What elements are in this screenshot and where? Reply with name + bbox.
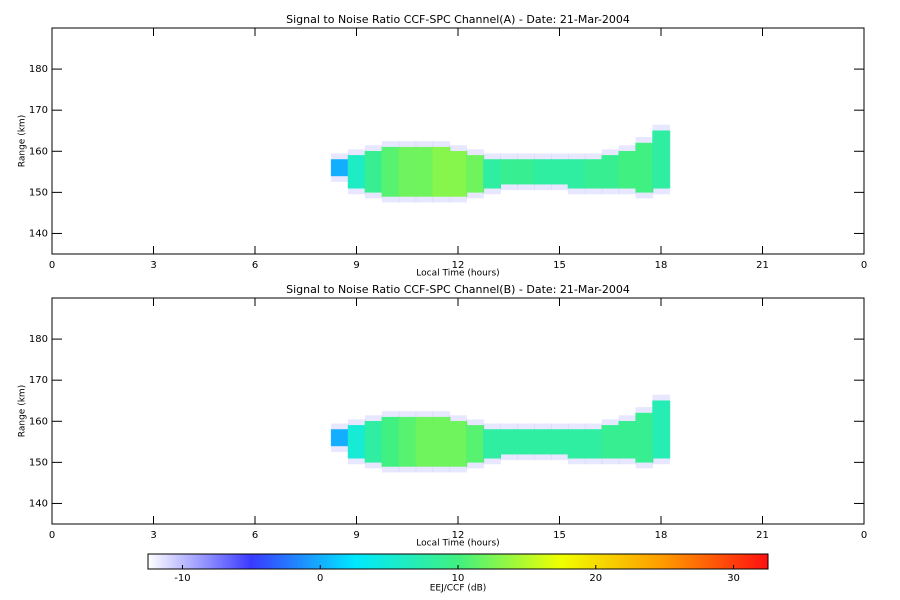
x-tick-label: 21 [756,260,769,271]
y-tick-label: 140 [29,498,48,509]
y-axis-label: Range (km) [18,385,28,437]
y-tick-label: 170 [29,105,48,116]
echo-cell [381,146,400,197]
echo-cell [381,416,400,467]
plot-frame [51,297,865,525]
echo-cell [466,425,485,463]
echo-cell [347,425,366,459]
echo-cell [635,142,654,193]
x-tick-label: 9 [353,530,359,541]
y-tick-label: 140 [29,228,48,239]
y-axis-label: Range (km) [18,115,28,167]
echo-cell [618,421,637,459]
x-tick-label: 15 [553,530,566,541]
echo-cell [533,429,552,455]
chart-title: Signal to Noise Ratio CCF-SPC Channel(B)… [286,283,630,296]
echo-cell [652,130,671,189]
echo-cell [449,151,468,197]
y-tick-label: 170 [29,375,48,386]
chart-title: Signal to Noise Ratio CCF-SPC Channel(A)… [286,13,630,26]
x-tick-label: 0 [861,260,867,271]
echo-cell [483,429,502,459]
x-tick-label: 12 [452,260,465,271]
x-tick-label: 6 [252,530,258,541]
x-axis-label: Local Time (hours) [416,539,499,549]
echo-cell [584,159,603,189]
echo-cell [330,429,349,447]
y-tick-label: 180 [29,64,48,75]
plot-frame [51,27,865,255]
x-axis-label: Local Time (hours) [416,269,499,279]
echo-cell [601,155,620,189]
x-tick-label: 15 [553,260,566,271]
echo-cell [567,429,586,459]
x-tick-label: 0 [861,530,867,541]
echo-cell [500,159,518,185]
x-tick-label: 18 [655,530,668,541]
y-tick-label: 180 [29,334,48,345]
echo-cell [601,425,620,459]
echo-cell [432,146,451,197]
echo-cell [652,400,671,459]
echo-cell [618,151,637,189]
y-tick-label: 150 [29,187,48,198]
echo-cell [516,429,535,455]
colorbar-tick-label: -10 [174,573,190,584]
x-tick-label: 3 [150,260,156,271]
colorbar-tick-label: 30 [727,573,740,584]
y-tick-label: 160 [29,146,48,157]
echo-cell [364,151,383,193]
echo-cell [398,146,417,197]
echo-cell [364,421,383,463]
echo-cell [483,159,502,189]
echo-cell [415,416,434,467]
colorbar-tick-label: 10 [452,573,465,584]
x-tick-label: 12 [452,530,465,541]
echo-cell [584,429,603,459]
echo-cell [330,159,349,177]
echo-cell [347,155,366,189]
y-tick-label: 150 [29,457,48,468]
colorbar-tick-label: 0 [317,573,323,584]
x-tick-label: 21 [756,530,769,541]
echo-cell [398,416,417,467]
y-tick-label: 160 [29,416,48,427]
echo-cell [516,159,535,185]
echo-cell [550,159,569,185]
x-tick-label: 0 [49,260,55,271]
echo-cell [415,146,434,197]
echo-cell [449,421,468,467]
echo-cell [500,429,518,455]
x-tick-label: 6 [252,260,258,271]
echo-cell [432,416,451,467]
colorbar-tick-label: 20 [589,573,602,584]
echo-cell [567,159,586,189]
x-tick-label: 18 [655,260,668,271]
x-tick-label: 0 [49,530,55,541]
colorbar-label: EEJ/CCF (dB) [430,584,487,594]
x-tick-label: 3 [150,530,156,541]
x-tick-label: 9 [353,260,359,271]
echo-cell [466,155,485,193]
echo-cell [533,159,552,185]
echo-cell [550,429,569,455]
echo-cell [635,412,654,463]
